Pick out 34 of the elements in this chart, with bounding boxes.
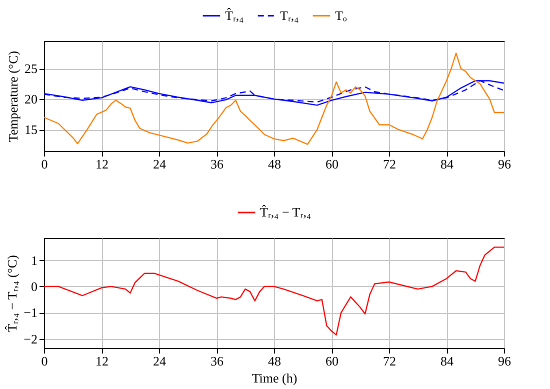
x-tick-label: 72 [383,354,396,368]
x-tick-label: 48 [268,354,281,368]
x-tick-label: 0 [41,354,48,368]
legend-label: Tᵣ,₄ [280,8,300,23]
legend-label: T̂ᵣ,₄ − Tᵣ,₄ [260,204,312,220]
y-tick-label: 0 [31,278,38,294]
x-tick-label: 60 [326,354,338,368]
x-tick-label: 84 [440,156,454,172]
line-series [44,52,504,145]
y-tick-label: 1 [31,252,38,268]
x-tick-label: 48 [268,156,281,172]
x-tick-label: 24 [153,354,166,368]
y-tick-label: 15 [24,122,38,138]
x-tick-label: 72 [383,156,396,172]
x-tick-label: 0 [41,156,48,172]
x-tick-label: 12 [96,156,108,172]
x-tick-label: 96 [498,354,512,368]
x-tick-label: 60 [326,156,338,172]
x-tick-label: 24 [153,156,166,172]
y-tick-label: 20 [24,92,38,107]
x-tick-label: 12 [96,354,108,368]
legend-label: Tₒ [335,8,347,23]
y-tick-label: −1 [24,305,38,320]
y-axis-title: T̂ᵣ,₄ − Tᵣ,₄ (°C) [4,255,20,332]
y-axis-title: Temperature (°C) [6,50,20,142]
x-axis-title: Time (h) [252,370,298,386]
line-series [44,246,504,336]
x-tick-label: 84 [440,354,454,368]
y-tick-label: −2 [24,331,38,346]
x-tick-label: 36 [210,354,224,368]
legend-label: T̂ᵣ,₄ [225,7,244,23]
x-tick-label: 96 [498,156,512,172]
x-tick-label: 36 [210,156,224,172]
y-tick-label: 25 [24,61,38,76]
